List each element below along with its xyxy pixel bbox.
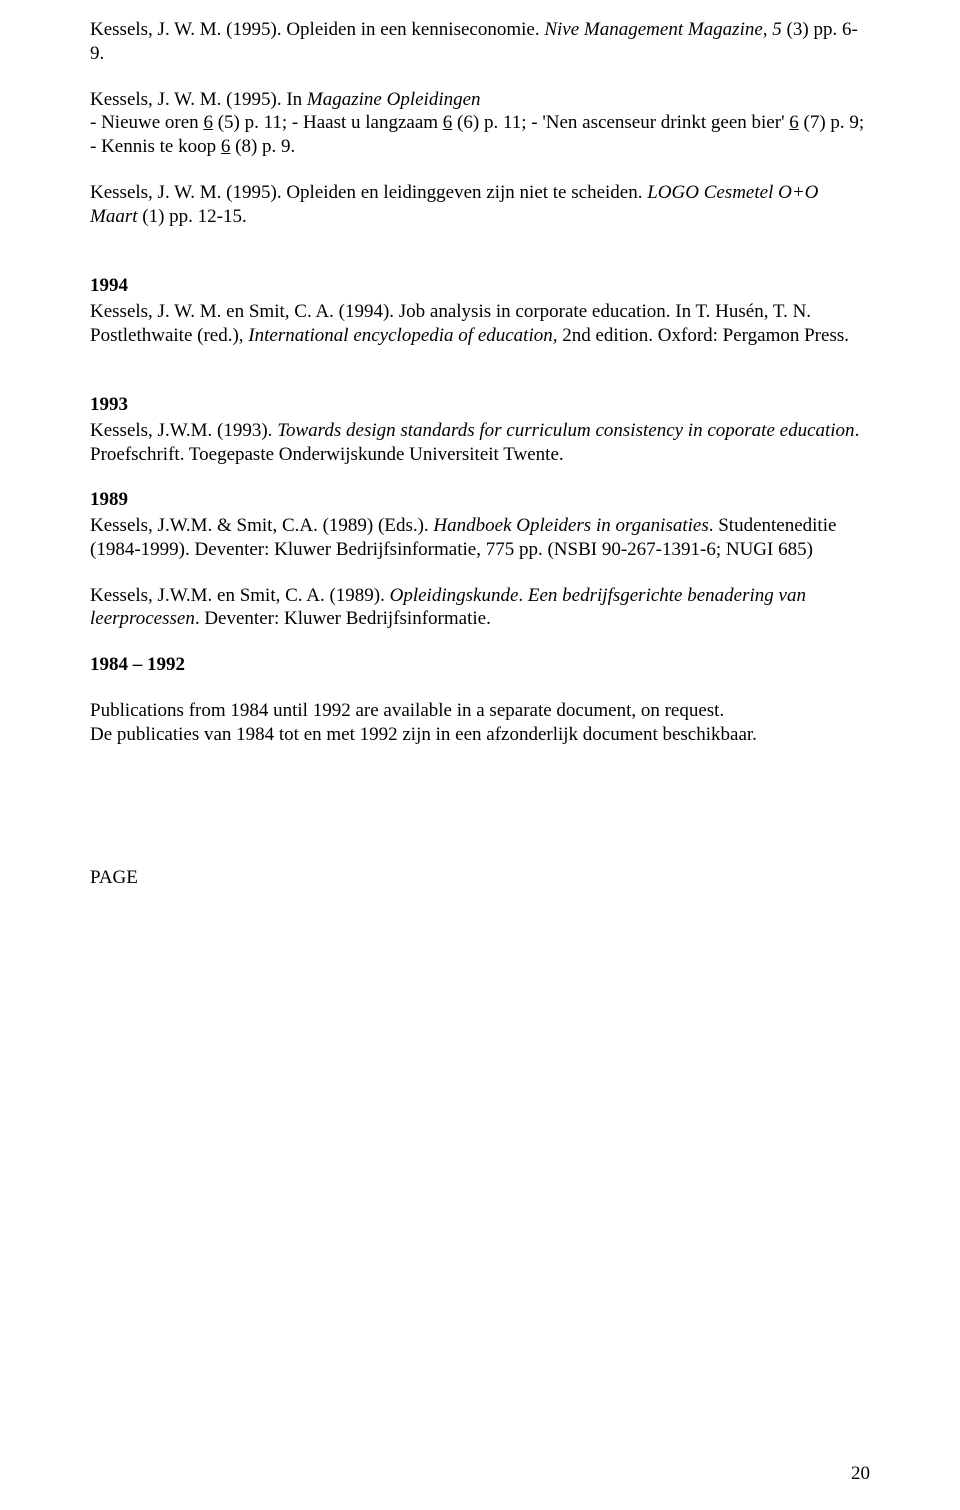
entry-text: Kessels, J. W. M. (1995). In: [90, 89, 307, 110]
note-text: De publicaties van 1984 tot en met 1992 …: [90, 724, 757, 745]
entry-text: - Nieuwe oren: [90, 112, 203, 133]
page-number: 20: [851, 1462, 870, 1486]
entry-text: Kessels, J. W. M. (1995). Opleiden in ee…: [90, 19, 544, 40]
entry-text: (6) p. 11; - 'Nen ascenseur drinkt geen …: [452, 112, 789, 133]
entry-text: Kessels, J.W.M. (1993).: [90, 420, 277, 441]
bib-entry: Kessels, J. W. M. en Smit, C. A. (1994).…: [90, 300, 870, 348]
entry-text: Kessels, J.W.M. & Smit, C.A. (1989) (Eds…: [90, 515, 433, 536]
entry-text: .: [518, 585, 528, 606]
bib-entry: Kessels, J.W.M. en Smit, C. A. (1989). O…: [90, 584, 870, 632]
page-label: PAGE: [90, 866, 870, 890]
year-heading: 1994: [90, 274, 870, 298]
entry-text-italic: International encyclopedia of education,: [248, 325, 557, 346]
entry-text: (5) p. 11; - Haast u langzaam: [213, 112, 443, 133]
entry-text-italic: Magazine Opleidingen: [307, 89, 481, 110]
year-heading: 1989: [90, 488, 870, 512]
entry-text-underline: 6: [203, 112, 213, 133]
entry-text-underline: 6: [443, 112, 453, 133]
document-page: Kessels, J. W. M. (1995). Opleiden in ee…: [0, 0, 960, 1510]
bib-entry: Kessels, J.W.M. (1993). Towards design s…: [90, 419, 870, 467]
bib-entry: Kessels, J. W. M. (1995). Opleiden in ee…: [90, 18, 870, 66]
entry-text-italic: Opleidingskunde: [390, 585, 519, 606]
entry-text: (8) p. 9.: [230, 136, 295, 157]
bib-entry: Kessels, J. W. M. (1995). Opleiden en le…: [90, 181, 870, 229]
bib-entry: Kessels, J.W.M. & Smit, C.A. (1989) (Eds…: [90, 514, 870, 562]
entry-text-underline: 6: [789, 112, 799, 133]
year-heading: 1993: [90, 393, 870, 417]
entry-text: Kessels, J.W.M. en Smit, C. A. (1989).: [90, 585, 390, 606]
entry-text-italic: Nive Management Magazine, 5: [544, 19, 781, 40]
entry-text: . Deventer: Kluwer Bedrijfsinformatie.: [195, 608, 491, 629]
note-text: Publications from 1984 until 1992 are av…: [90, 700, 724, 721]
entry-text-italic: Handboek Opleiders in organisaties: [433, 515, 708, 536]
note-paragraph: Publications from 1984 until 1992 are av…: [90, 699, 870, 747]
year-heading: 1984 – 1992: [90, 653, 870, 677]
entry-text-italic: Towards design standards for curriculum …: [277, 420, 854, 441]
entry-text: 2nd edition. Oxford: Pergamon Press.: [558, 325, 850, 346]
entry-text: (1) pp. 12-15.: [138, 206, 247, 227]
entry-text: Kessels, J. W. M. (1995). Opleiden en le…: [90, 182, 647, 203]
bib-entry: Kessels, J. W. M. (1995). In Magazine Op…: [90, 88, 870, 159]
entry-text-underline: 6: [221, 136, 231, 157]
